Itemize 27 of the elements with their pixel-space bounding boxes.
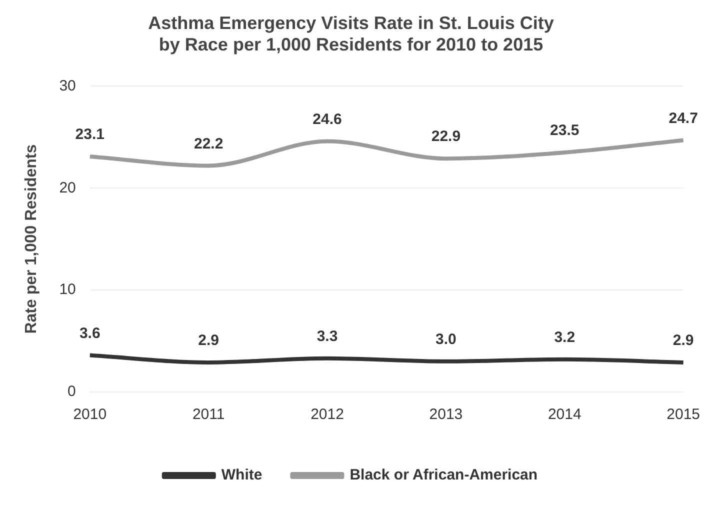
- data-label: 22.9: [431, 128, 461, 146]
- data-label: 3.3: [316, 328, 338, 346]
- x-tick-label: 2011: [192, 406, 225, 424]
- data-label: 23.5: [550, 122, 580, 140]
- y-tick-label: 30: [59, 77, 76, 94]
- chart-title: Asthma Emergency Visits Rate in St. Louis City by Race per 1,000 Residents for 2010 to 2015: [148, 12, 554, 54]
- y-axis-title: Rate per 1,000 Residents: [23, 144, 40, 334]
- legend-label: White: [221, 466, 262, 484]
- data-label: 3.2: [554, 329, 576, 346]
- y-tick-label: 10: [59, 281, 76, 298]
- data-label: 3.0: [436, 331, 456, 348]
- line-series: [88, 353, 686, 364]
- data-label: 22.2: [194, 135, 224, 152]
- y-tick-label: 0: [68, 383, 76, 400]
- data-label: 3.6: [79, 324, 100, 342]
- x-tick-label: 2010: [73, 406, 107, 424]
- data-label: 24.6: [312, 110, 342, 128]
- x-tick-label: 2013: [429, 406, 463, 424]
- y-tick-label: 20: [59, 179, 76, 196]
- data-label: 24.7: [668, 110, 698, 127]
- data-label: 2.9: [198, 332, 219, 350]
- data-label: 2.9: [672, 332, 694, 350]
- x-tick-label: 2015: [666, 406, 700, 424]
- x-tick-label: 2012: [310, 406, 344, 424]
- x-tick-label: 2014: [548, 406, 582, 424]
- legend-label: Black or African-American: [350, 466, 538, 484]
- data-label: 23.1: [75, 126, 104, 144]
